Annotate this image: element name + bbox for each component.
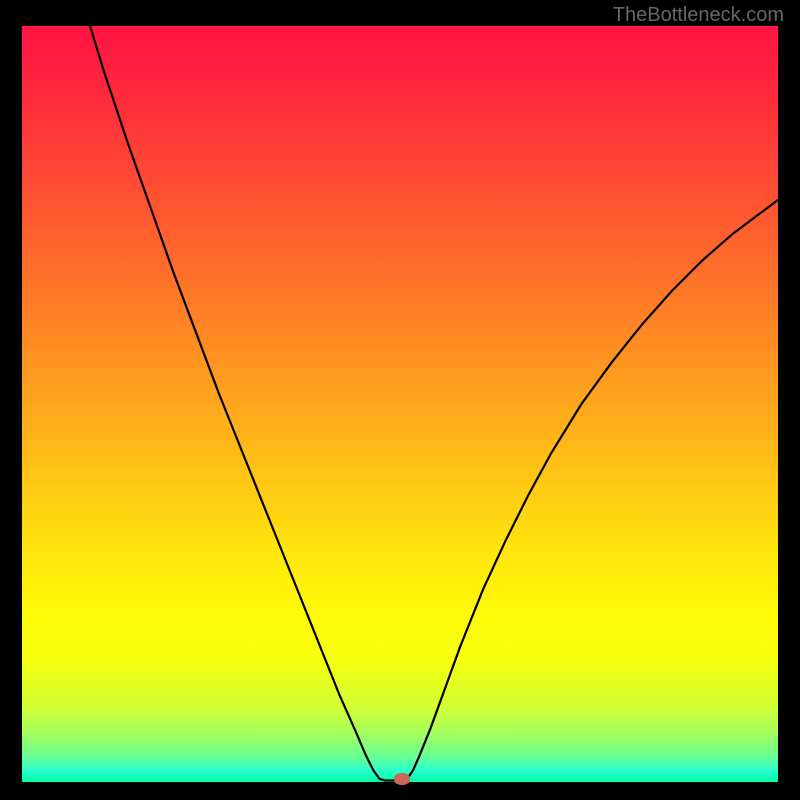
optimum-marker <box>394 773 410 785</box>
curve-layer <box>22 26 778 782</box>
plot-area <box>22 26 778 782</box>
bottleneck-curve <box>90 26 778 780</box>
watermark-text: TheBottleneck.com <box>613 4 784 27</box>
